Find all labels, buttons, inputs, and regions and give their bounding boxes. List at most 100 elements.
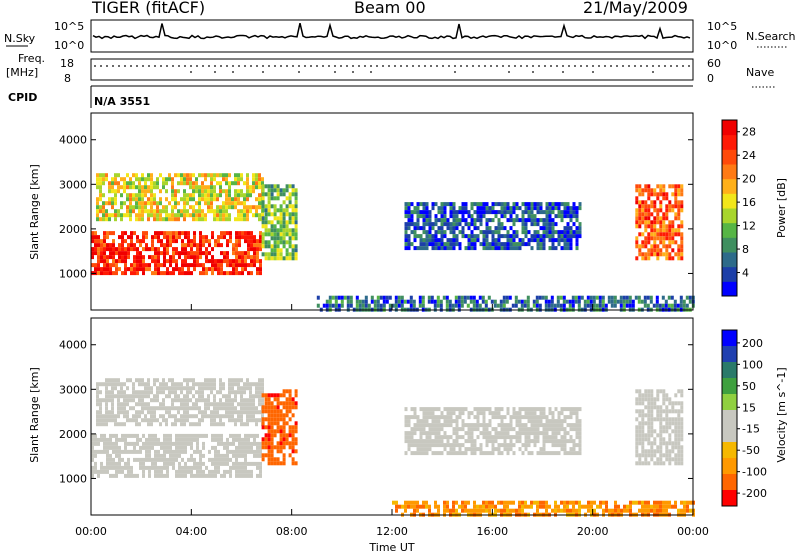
- heatmap-cell: [270, 401, 274, 406]
- nave-dot: [538, 65, 540, 67]
- heatmap-cell: [440, 439, 444, 444]
- heatmap-cell: [422, 202, 426, 207]
- heatmap-cell: [446, 226, 450, 231]
- heatmap-cell: [141, 406, 144, 411]
- heatmap-cell: [160, 271, 163, 276]
- heatmap-cell: [153, 398, 156, 403]
- heatmap-cell: [379, 295, 383, 300]
- heatmap-cell: [533, 431, 537, 436]
- heatmap-cell: [279, 461, 283, 466]
- heatmap-cell: [334, 299, 338, 304]
- heatmap-cell: [437, 443, 441, 448]
- heatmap-cell: [662, 425, 666, 430]
- heatmap-cell: [461, 234, 465, 239]
- heatmap-cell: [572, 500, 575, 505]
- heatmap-cell: [665, 393, 669, 398]
- heatmap-cell: [647, 192, 651, 197]
- heatmap-cell: [506, 427, 510, 432]
- heatmap-cell: [464, 439, 468, 444]
- heatmap-cell: [536, 431, 540, 436]
- heatmap-cell: [249, 398, 252, 403]
- heatmap-cell: [253, 235, 256, 240]
- heatmap-cell: [512, 210, 516, 215]
- heatmap-cell: [512, 234, 516, 239]
- heatmap-cell: [166, 247, 169, 252]
- heatmap-cell: [201, 414, 204, 419]
- heatmap-cell: [294, 204, 298, 209]
- heatmap-cell: [665, 425, 669, 430]
- heatmap-cell: [238, 235, 241, 240]
- heatmap-cell: [105, 217, 108, 222]
- heatmap-cell: [653, 240, 657, 245]
- heatmap-cell: [481, 295, 485, 300]
- heatmap-cell: [479, 230, 483, 235]
- heatmap-cell: [129, 394, 132, 399]
- heatmap-cell: [228, 205, 231, 210]
- heatmap-cell: [500, 242, 504, 247]
- heatmap-cell: [662, 500, 665, 505]
- heatmap-cell: [285, 409, 289, 414]
- heatmap-cell: [172, 465, 175, 470]
- heatmap-cell: [120, 386, 123, 391]
- heatmap-cell: [270, 256, 274, 261]
- heatmap-cell: [665, 409, 669, 414]
- heatmap-cell: [193, 235, 196, 240]
- heatmap-cell: [199, 251, 202, 256]
- heatmap-cell: [198, 406, 201, 411]
- heatmap-cell: [109, 461, 112, 466]
- heatmap-cell: [163, 473, 166, 478]
- heatmap-cell: [231, 181, 234, 186]
- heatmap-cell: [422, 500, 425, 505]
- heatmap-cell: [530, 214, 534, 219]
- heatmap-cell: [145, 457, 148, 462]
- heatmap-cell: [165, 382, 168, 387]
- heatmap-cell: [202, 441, 205, 446]
- heatmap-cell: [196, 433, 199, 438]
- heatmap-cell: [175, 457, 178, 462]
- heatmap-cell: [425, 246, 429, 251]
- heatmap-cell: [114, 378, 117, 383]
- heatmap-cell: [425, 411, 429, 416]
- heatmap-cell: [172, 235, 175, 240]
- heatmap-cell: [419, 226, 423, 231]
- heatmap-cell: [653, 204, 657, 209]
- y-tick-label: 1000: [59, 267, 87, 280]
- heatmap-cell: [677, 228, 681, 233]
- heatmap-cell: [512, 415, 516, 420]
- heatmap-cell: [461, 218, 465, 223]
- heatmap-cell: [153, 197, 156, 202]
- heatmap-cell: [210, 402, 213, 407]
- heatmap-cell: [126, 414, 129, 419]
- heatmap-cell: [226, 251, 229, 256]
- heatmap-cell: [533, 443, 537, 448]
- heatmap-cell: [261, 393, 265, 398]
- heatmap-cell: [118, 251, 121, 256]
- heatmap-cell: [282, 220, 286, 225]
- heatmap-cell: [677, 409, 681, 414]
- heatmap-cell: [644, 449, 648, 454]
- heatmap-cell: [668, 236, 672, 241]
- heatmap-cell: [259, 445, 262, 450]
- heatmap-cell: [488, 439, 492, 444]
- heatmap-cell: [240, 193, 243, 198]
- heatmap-cell: [270, 196, 274, 201]
- heatmap-cell: [431, 407, 435, 412]
- heatmap-cell: [407, 226, 411, 231]
- heatmap-cell: [542, 222, 546, 227]
- heatmap-cell: [184, 255, 187, 260]
- heatmap-cell: [117, 414, 120, 419]
- heatmap-cell: [521, 242, 525, 247]
- heatmap-cell: [219, 382, 222, 387]
- heatmap-cell: [181, 259, 184, 264]
- heatmap-cell: [680, 461, 684, 466]
- heatmap-cell: [650, 445, 654, 450]
- heatmap-cell: [647, 421, 651, 426]
- heatmap-cell: [177, 418, 180, 423]
- heatmap-cell: [214, 453, 217, 458]
- heatmap-cell: [509, 423, 513, 428]
- heatmap-cell: [545, 439, 549, 444]
- heatmap-cell: [488, 242, 492, 247]
- heatmap-cell: [229, 235, 232, 240]
- heatmap-cell: [237, 201, 240, 206]
- heatmap-cell: [440, 202, 444, 207]
